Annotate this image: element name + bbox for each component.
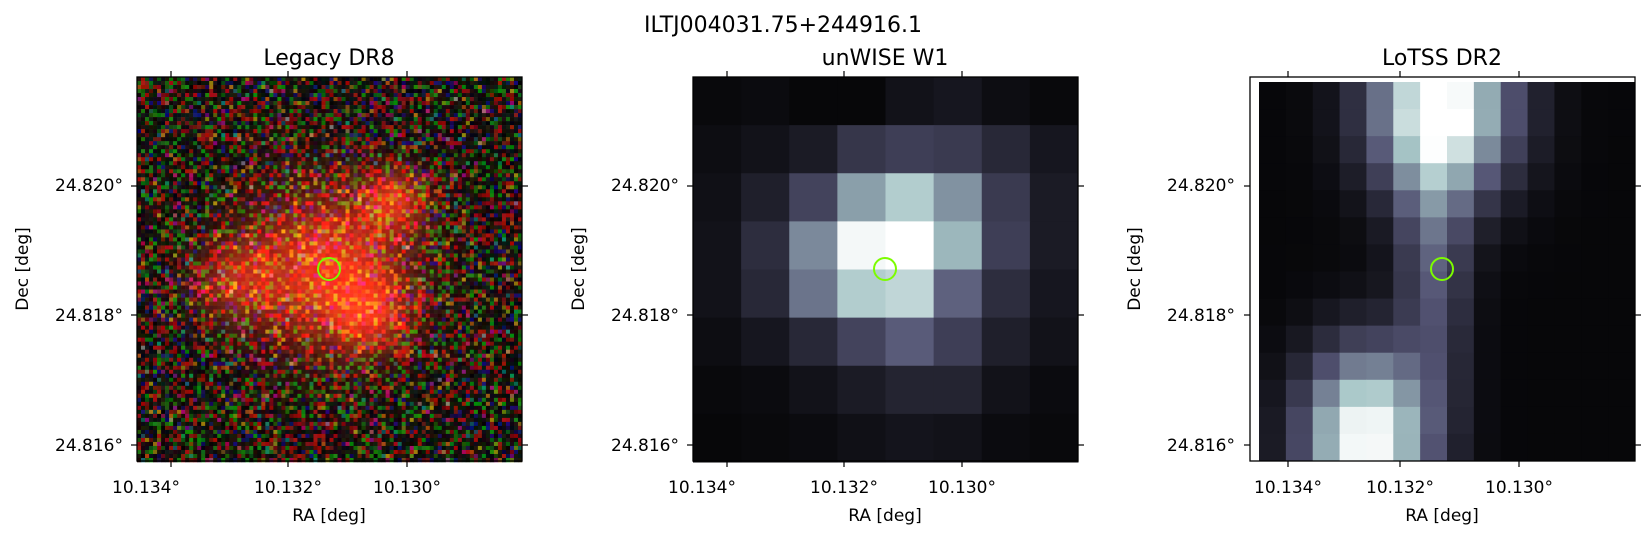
legacy-xtick-label: 10.132° — [254, 478, 322, 498]
lotss-ytick-label: 24.816° — [1167, 436, 1235, 456]
lotss-xtick-label: 10.134° — [1254, 478, 1322, 498]
legacy-ytick-label: 24.818° — [55, 306, 123, 326]
lotss-ytick-label: 24.818° — [1167, 306, 1235, 326]
panel-legacy-title: Legacy DR8 — [263, 46, 394, 71]
lotss-ticks — [1244, 71, 1641, 467]
legacy-ylabel: Dec [deg] — [13, 227, 33, 311]
unwise-xlabel: RA [deg] — [848, 506, 921, 526]
panel-lotss: LoTSS DR2 10.134° 10.132° 10.130° 24.820… — [1125, 46, 1641, 526]
unwise-xtick-label: 10.132° — [810, 478, 878, 498]
unwise-ytick-label: 24.818° — [611, 306, 679, 326]
unwise-ticks — [687, 71, 1084, 467]
legacy-xlabel: RA [deg] — [292, 506, 365, 526]
legacy-source-marker — [317, 257, 341, 281]
unwise-ylabel: Dec [deg] — [569, 227, 589, 311]
panel-legacy: Legacy DR8 10.134° 10.132° 10.130° 24.82… — [13, 46, 528, 526]
panel-unwise: unWISE W1 10.134° 10.132° 10.130° 24.820… — [569, 46, 1084, 526]
unwise-source-marker — [873, 257, 897, 281]
legacy-ytick-label: 24.816° — [55, 436, 123, 456]
legacy-image — [136, 76, 523, 463]
lotss-ylabel: Dec [deg] — [1125, 227, 1145, 311]
unwise-ytick-label: 24.816° — [611, 436, 679, 456]
panel-lotss-title: LoTSS DR2 — [1382, 46, 1502, 71]
unwise-xtick-label: 10.130° — [928, 478, 996, 498]
lotss-image — [1249, 76, 1636, 462]
legacy-ytick-label: 24.820° — [55, 176, 123, 196]
unwise-ytick-label: 24.820° — [611, 176, 679, 196]
unwise-image — [692, 76, 1079, 463]
lotss-xlabel: RA [deg] — [1405, 506, 1478, 526]
legacy-xtick-label: 10.134° — [112, 478, 180, 498]
lotss-xtick-label: 10.132° — [1366, 478, 1434, 498]
lotss-xtick-label: 10.130° — [1485, 478, 1553, 498]
panel-unwise-title: unWISE W1 — [822, 46, 949, 71]
legacy-ticks — [131, 71, 528, 467]
lotss-ytick-label: 24.820° — [1167, 176, 1235, 196]
lotss-source-marker — [1430, 257, 1454, 281]
figure-suptitle: ILTJ004031.75+244916.1 — [644, 13, 922, 38]
legacy-xtick-label: 10.130° — [373, 478, 441, 498]
unwise-xtick-label: 10.134° — [668, 478, 736, 498]
